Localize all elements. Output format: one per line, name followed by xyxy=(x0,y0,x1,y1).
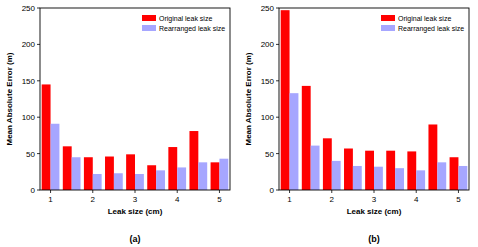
bar xyxy=(72,157,81,190)
y-tick-label: 150 xyxy=(261,77,275,86)
bar xyxy=(93,174,102,190)
y-tick-label: 50 xyxy=(26,150,35,159)
bar xyxy=(323,138,332,190)
bar xyxy=(302,86,311,190)
bar xyxy=(450,157,459,190)
x-tick-label: 3 xyxy=(133,195,138,204)
bar xyxy=(386,151,395,190)
bar xyxy=(189,131,198,190)
x-axis-label: Leak size (cm) xyxy=(347,207,402,216)
frame xyxy=(40,8,230,190)
bar xyxy=(156,170,165,190)
y-tick-label: 200 xyxy=(261,40,275,49)
bar xyxy=(365,151,374,190)
bar xyxy=(290,93,299,190)
subtitle: (b) xyxy=(368,234,380,244)
y-tick-label: 100 xyxy=(22,113,36,122)
figure: 05010015020025012345Leak size (cm)Mean A… xyxy=(0,0,478,247)
y-tick-label: 50 xyxy=(265,150,274,159)
y-tick-label: 250 xyxy=(22,4,36,13)
y-tick-label: 150 xyxy=(22,77,36,86)
bars xyxy=(281,10,468,190)
bar xyxy=(211,162,220,190)
bar xyxy=(168,147,177,190)
x-tick-label: 1 xyxy=(287,195,292,204)
y-tick xyxy=(276,153,279,154)
bar xyxy=(437,162,446,190)
bar xyxy=(395,168,404,190)
legend-label: Rearranged leak size xyxy=(159,25,225,33)
bar xyxy=(135,174,144,190)
bar xyxy=(344,149,353,190)
x-tick-label: 4 xyxy=(414,195,419,204)
bar xyxy=(428,124,437,190)
bar xyxy=(374,167,383,190)
y-tick xyxy=(276,190,279,191)
legend-swatch xyxy=(381,25,395,31)
subtitle: (a) xyxy=(130,234,141,244)
bar xyxy=(219,159,228,190)
legend-label: Original leak size xyxy=(159,15,212,23)
y-tick xyxy=(276,44,279,45)
legend: Original leak size Rearranged leak size xyxy=(142,15,225,33)
y-tick-label: 250 xyxy=(261,4,275,13)
bar xyxy=(353,166,362,190)
bar xyxy=(51,124,60,190)
bar xyxy=(198,162,207,190)
bar xyxy=(332,161,341,190)
panel: 0 50 100 150 200 250 1 2 3 4 5 Leak size (cm) Mean A… xyxy=(244,4,469,244)
x-tick-label: 4 xyxy=(175,195,180,204)
panel: 0 50 100 150 200 250 1 2 3 4 5 Leak size (cm) Mean A… xyxy=(5,4,230,244)
y-tick xyxy=(276,117,279,118)
x-tick-label: 3 xyxy=(372,195,377,204)
bar xyxy=(407,151,416,190)
x-tick-label: 2 xyxy=(330,195,335,204)
y-axis-label: Mean Absolute Error (m) xyxy=(5,52,14,145)
x-tick-label: 1 xyxy=(48,195,53,204)
legend-label: Original leak size xyxy=(398,15,451,23)
y-tick xyxy=(276,80,279,81)
frame xyxy=(279,8,469,190)
x-tick-label: 5 xyxy=(217,195,222,204)
x-tick-label: 5 xyxy=(456,195,461,204)
bar xyxy=(63,146,72,190)
legend: Original leak size Rearranged leak size xyxy=(381,15,464,33)
legend-swatch xyxy=(381,15,395,21)
x-axis-label: Leak size (cm) xyxy=(108,207,163,216)
bar xyxy=(147,165,156,190)
bar xyxy=(177,167,186,190)
y-tick xyxy=(276,8,279,9)
bar xyxy=(105,157,114,190)
legend-label: Rearranged leak size xyxy=(398,25,464,33)
bar xyxy=(281,10,290,190)
x-tick-label: 2 xyxy=(91,195,96,204)
bar xyxy=(84,157,93,190)
bar xyxy=(311,146,320,190)
y-tick-label: 200 xyxy=(22,40,36,49)
legend-swatch xyxy=(142,25,156,31)
y-tick-label: 0 xyxy=(270,186,275,195)
y-axis-label: Mean Absolute Error (m) xyxy=(244,52,253,145)
bar xyxy=(42,84,51,190)
bar xyxy=(114,173,123,190)
bar xyxy=(458,166,467,190)
bar xyxy=(416,170,425,190)
bar xyxy=(126,154,135,190)
y-tick-label: 100 xyxy=(261,113,275,122)
bars xyxy=(42,84,229,190)
y-tick-label: 0 xyxy=(31,186,36,195)
legend-swatch xyxy=(142,15,156,21)
